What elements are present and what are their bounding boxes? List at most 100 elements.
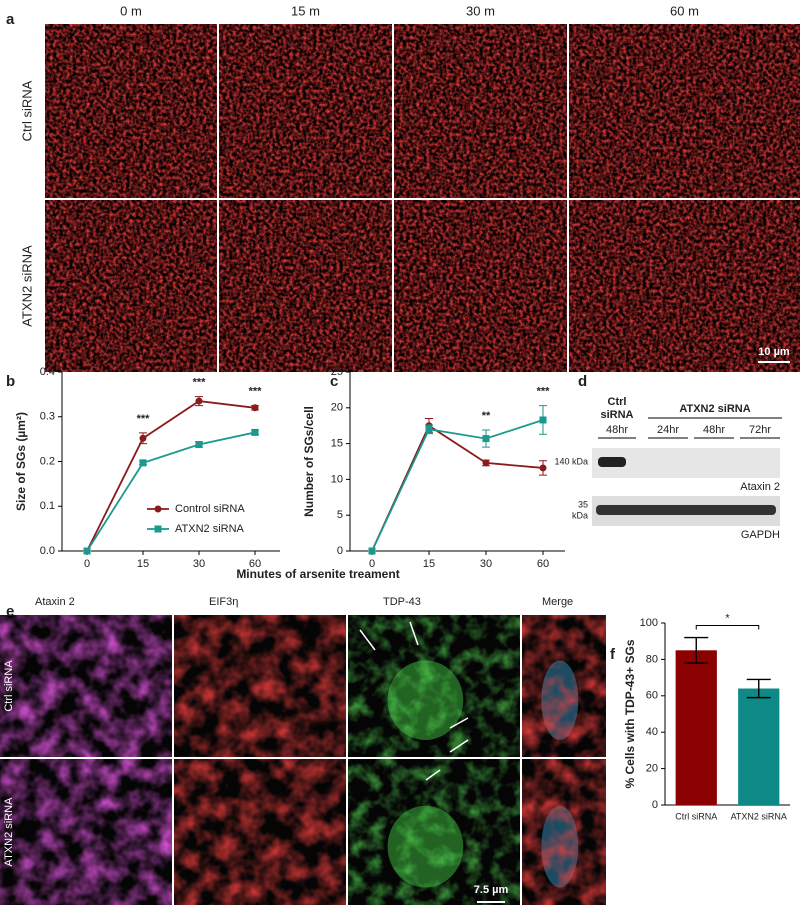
marker xyxy=(251,428,259,436)
panel-label: d xyxy=(578,373,587,390)
marker xyxy=(539,464,547,472)
column-header: 60 m xyxy=(670,3,699,18)
legend-marker xyxy=(154,525,162,533)
lane-label: 72hr xyxy=(749,424,771,436)
y-tick-label: 0.3 xyxy=(40,411,55,423)
marker: 35 xyxy=(578,499,588,509)
y-tick-label: 0.4 xyxy=(40,366,55,378)
panel-label: e xyxy=(6,603,14,620)
image xyxy=(174,759,346,905)
marker xyxy=(139,459,147,467)
marker: kDa xyxy=(572,510,588,520)
error-bar xyxy=(746,678,771,699)
annotation: *** xyxy=(137,413,151,425)
scale-label: 10 µm xyxy=(758,346,790,358)
y-tick-label: 60 xyxy=(646,690,658,702)
image xyxy=(45,200,217,372)
x-axis-label: Minutes of arsenite treament xyxy=(236,567,399,581)
y-tick-label: 15 xyxy=(331,438,343,450)
image xyxy=(174,615,346,757)
y-tick-label: 0 xyxy=(337,545,343,557)
image xyxy=(0,615,172,757)
protein: Ataxin 2 xyxy=(740,481,780,493)
lane-label: 48hr xyxy=(703,424,725,436)
column-header: EIF3η xyxy=(209,596,238,608)
marker xyxy=(139,434,147,442)
scale-label: 7.5 µm xyxy=(474,884,509,896)
column-header: 30 m xyxy=(466,3,495,18)
arrow xyxy=(359,629,376,651)
line xyxy=(86,431,256,552)
row-label: Ctrl siRNA xyxy=(3,660,15,712)
microscopy xyxy=(0,24,800,905)
panel-label: c xyxy=(330,373,338,390)
panel-label: f xyxy=(610,646,616,663)
column-header: TDP-43 xyxy=(383,596,421,608)
x-tick-label: Ctrl siRNA xyxy=(675,811,717,821)
blot xyxy=(592,417,782,526)
image xyxy=(522,615,606,757)
row-label: ATXN2 siRNA xyxy=(19,245,34,327)
y-tick-label: 0.1 xyxy=(40,500,55,512)
y-tick-label: 10 xyxy=(331,473,343,485)
image xyxy=(0,759,172,905)
arrow xyxy=(409,621,419,646)
y-tick-label: 40 xyxy=(646,726,658,738)
image xyxy=(348,759,520,905)
image xyxy=(569,200,800,372)
y-tick-label: 0.0 xyxy=(40,545,55,557)
blot-header: siRNA xyxy=(600,409,633,421)
image xyxy=(45,24,217,198)
x-tick-label: 60 xyxy=(249,558,261,570)
marker xyxy=(482,459,490,467)
row-label: Ctrl siRNA xyxy=(19,80,34,141)
annotation: *** xyxy=(193,377,207,389)
x-tick-label: 30 xyxy=(193,558,205,570)
panel-label: a xyxy=(6,11,15,28)
arrow xyxy=(449,739,469,753)
column-header: 0 m xyxy=(120,3,142,18)
x-tick-label: 30 xyxy=(480,558,492,570)
y-tick-label: 80 xyxy=(646,653,658,665)
x-tick-label: 15 xyxy=(137,558,149,570)
bar xyxy=(738,688,780,805)
image xyxy=(394,24,567,198)
image xyxy=(569,24,800,198)
y-tick-label: 100 xyxy=(640,617,658,629)
error-bar xyxy=(684,636,709,664)
y-axis-label: % Cells with TDP-43+ SGs xyxy=(623,639,637,788)
annotation: * xyxy=(725,612,730,624)
marker xyxy=(482,435,490,443)
image xyxy=(219,24,392,198)
x-tick-label: 0 xyxy=(84,558,90,570)
column-header: Merge xyxy=(542,596,573,608)
y-tick-label: 20 xyxy=(646,763,658,775)
marker xyxy=(539,416,547,424)
marker xyxy=(195,397,203,405)
marker xyxy=(83,547,91,555)
legend-label: ATXN2 siRNA xyxy=(175,523,245,535)
image xyxy=(219,200,392,372)
legend-marker xyxy=(154,505,162,513)
marker xyxy=(195,440,203,448)
y-tick-label: 0.2 xyxy=(40,455,55,467)
line xyxy=(371,419,544,552)
annotation: *** xyxy=(537,386,551,398)
lane-label: 24hr xyxy=(657,424,679,436)
x-tick-label: ATXN2 siRNA xyxy=(731,811,787,821)
arrow xyxy=(449,717,469,729)
image xyxy=(348,615,520,757)
y-tick-label: 25 xyxy=(331,366,343,378)
row-label: ATXN2 siRNA xyxy=(3,797,15,867)
protein: GAPDH xyxy=(741,529,780,541)
line xyxy=(371,424,544,552)
x-tick-label: 0 xyxy=(369,558,375,570)
y-tick-label: 0 xyxy=(652,799,658,811)
lane-label: 48hr xyxy=(606,424,628,436)
column-header: 15 m xyxy=(291,3,320,18)
bracket xyxy=(695,625,760,630)
panel-label: b xyxy=(6,373,15,390)
annotation: ** xyxy=(482,410,491,422)
y-axis-label: Size of SGs (µm²) xyxy=(14,412,28,511)
